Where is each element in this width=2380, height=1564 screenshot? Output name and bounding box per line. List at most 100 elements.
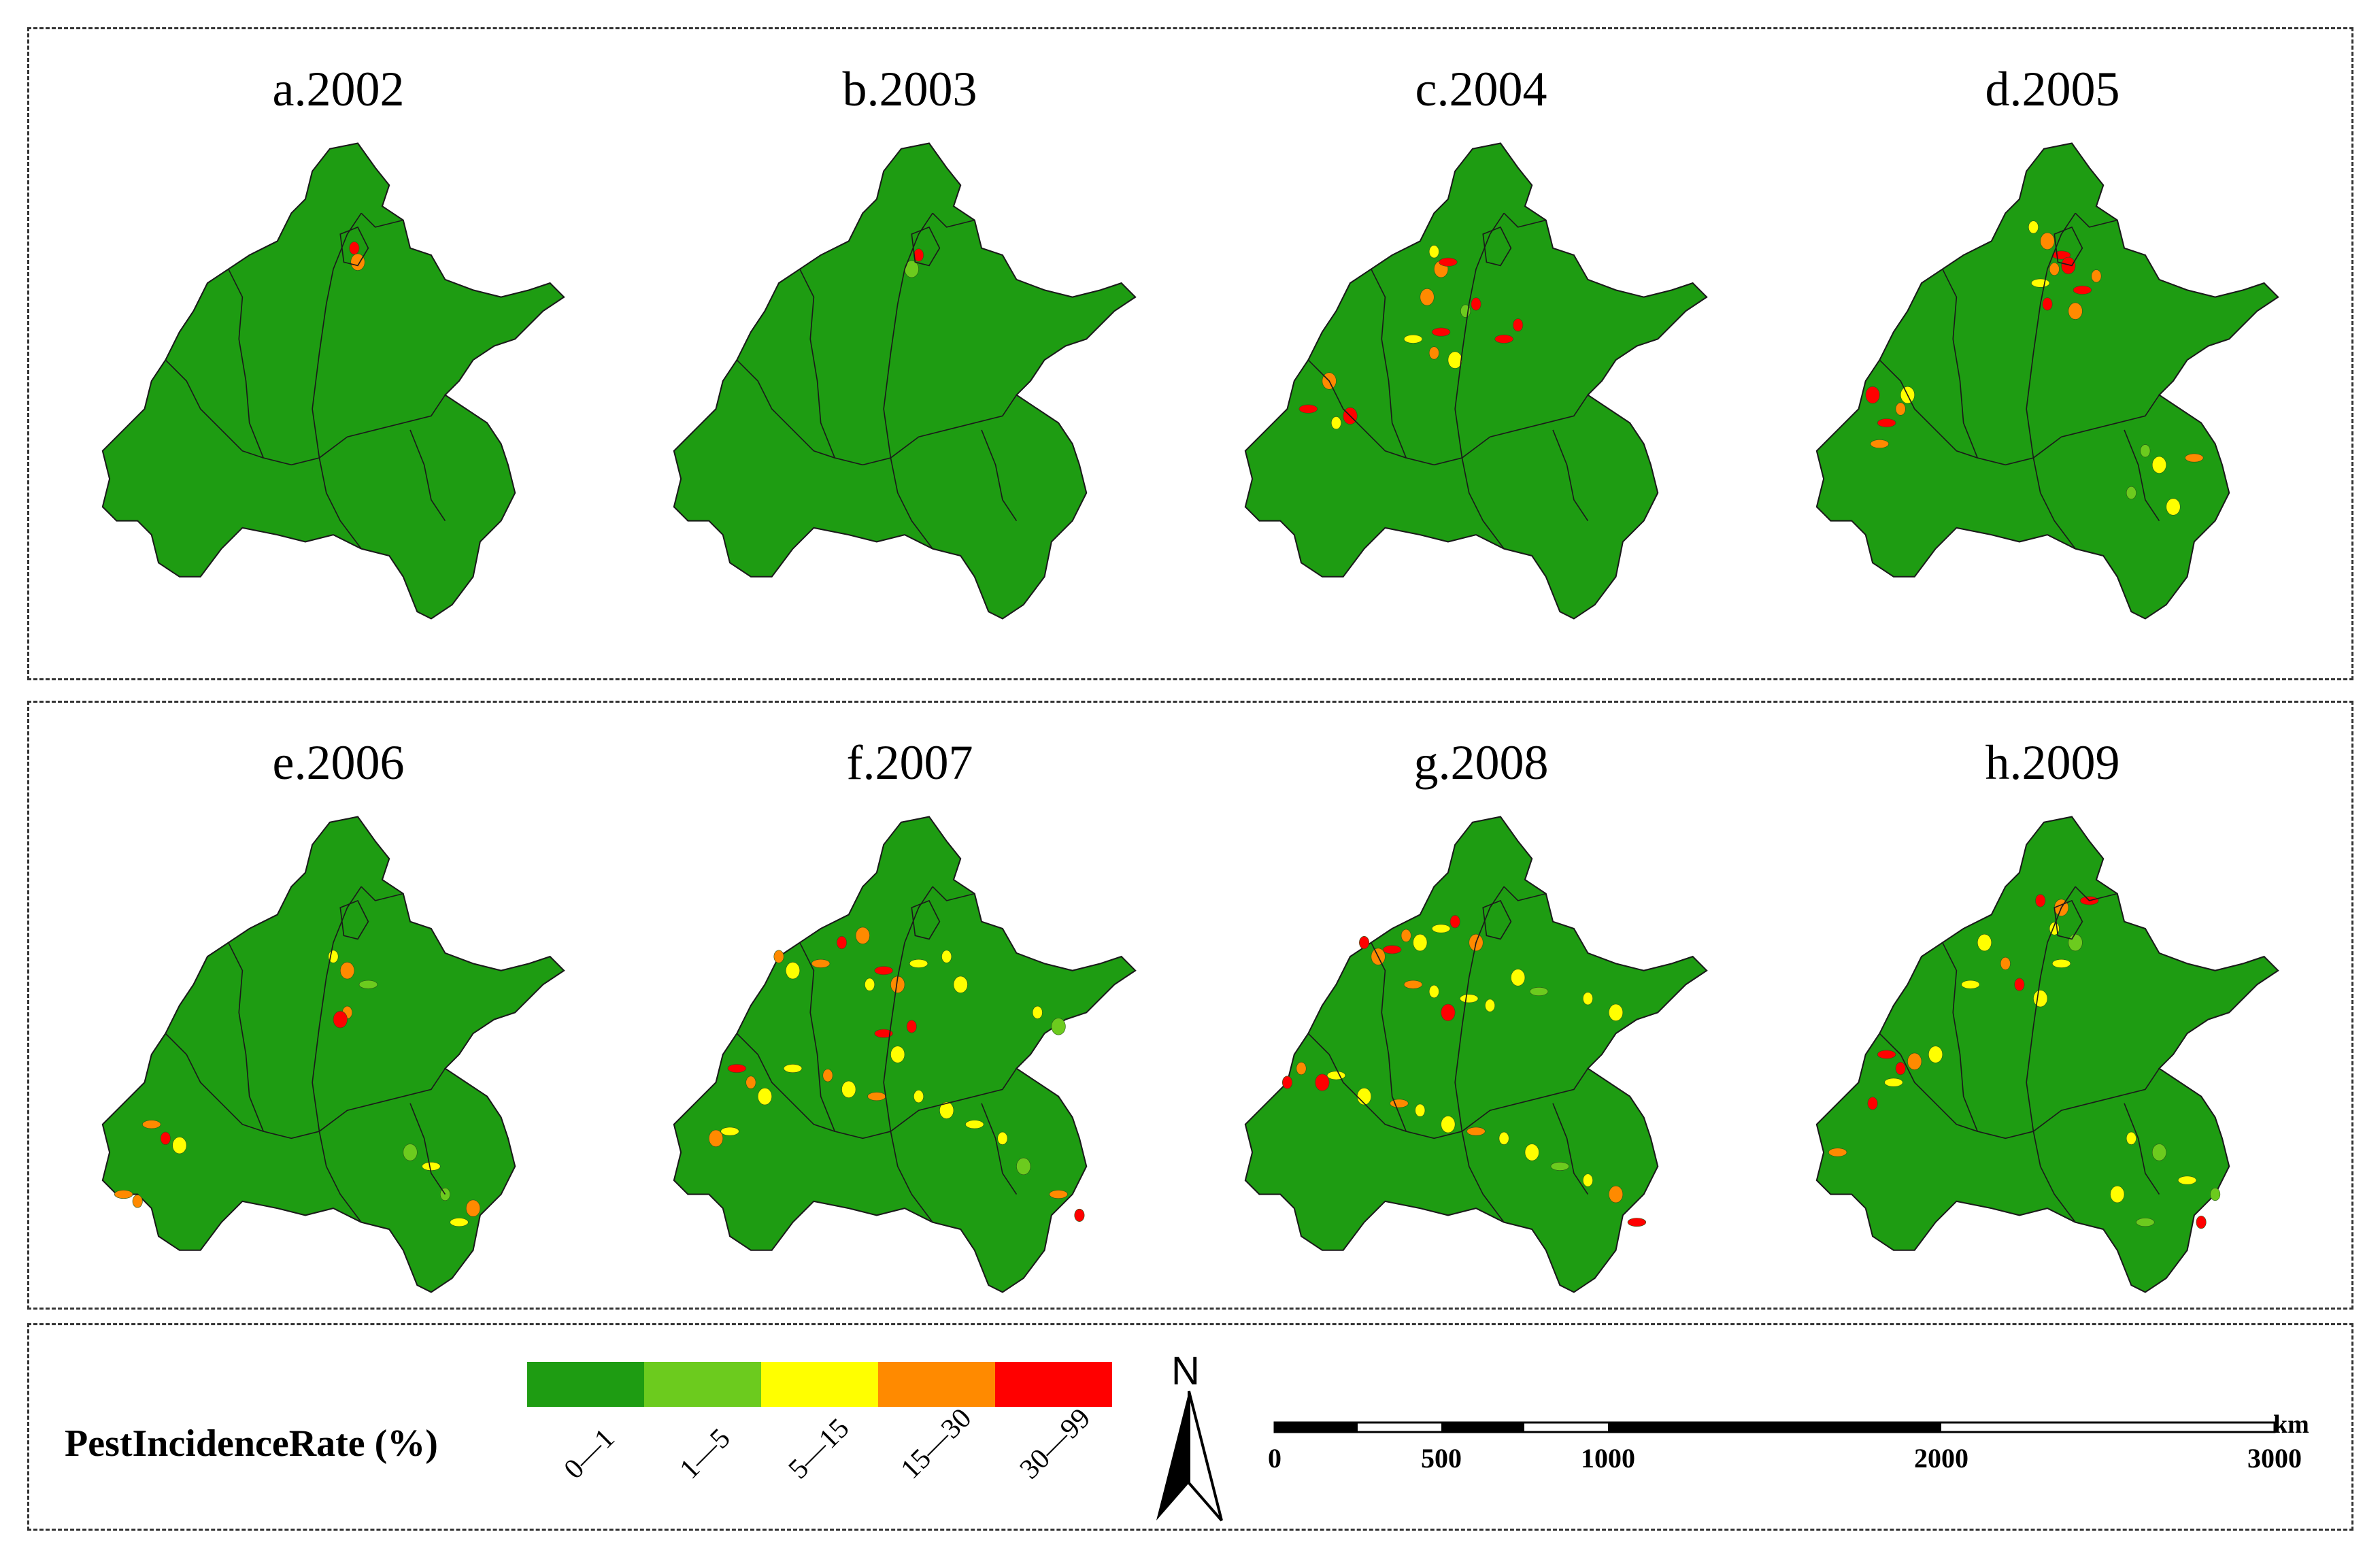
incidence-patch bbox=[874, 966, 893, 976]
incidence-patch bbox=[1356, 1088, 1372, 1105]
province-boundary bbox=[318, 395, 446, 459]
incidence-patch bbox=[358, 980, 378, 989]
province-boundary bbox=[361, 886, 403, 901]
incidence-patch bbox=[708, 1129, 724, 1147]
incidence-patch bbox=[1447, 351, 1462, 369]
incidence-patch bbox=[1449, 915, 1460, 929]
province-boundary bbox=[2124, 429, 2160, 522]
province-boundary bbox=[911, 226, 941, 267]
incidence-patch bbox=[2031, 278, 2050, 288]
incidence-patch bbox=[953, 976, 968, 993]
incidence-patch bbox=[2028, 220, 2039, 234]
incidence-patch bbox=[836, 935, 848, 950]
province-boundary bbox=[409, 429, 446, 522]
province-boundary bbox=[1307, 359, 1407, 459]
province-boundary bbox=[2054, 899, 2083, 940]
incidence-patch bbox=[1513, 318, 1524, 332]
incidence-patch bbox=[1296, 1061, 1307, 1076]
incidence-patch bbox=[1828, 1148, 1847, 1157]
incidence-patch bbox=[333, 1010, 348, 1029]
incidence-patch bbox=[1895, 1061, 1906, 1076]
map-panel-2008: g.2008 bbox=[1190, 738, 1772, 1323]
map-title: e.2006 bbox=[272, 735, 405, 790]
map-panel-2003: b.2003 bbox=[619, 65, 1201, 650]
province-boundary bbox=[2032, 1068, 2160, 1132]
province-boundary bbox=[1371, 942, 1462, 1139]
incidence-patch bbox=[727, 1064, 747, 1074]
province-boundary bbox=[736, 1033, 835, 1132]
scale-bar bbox=[1273, 1421, 2276, 1433]
incidence-patch bbox=[1460, 994, 1479, 1003]
incidence-patch bbox=[1420, 288, 1435, 306]
incidence-patch bbox=[2035, 894, 2046, 908]
legend-title: PestIncidenceRate (%) bbox=[65, 1422, 438, 1465]
incidence-patch bbox=[2166, 498, 2181, 516]
incidence-patch bbox=[2110, 1185, 2125, 1203]
incidence-patch bbox=[1627, 1218, 1647, 1227]
incidence-patch bbox=[2042, 297, 2053, 311]
incidence-patch bbox=[1051, 1018, 1066, 1035]
province-boundary bbox=[2026, 212, 2076, 459]
incidence-patch bbox=[1441, 1003, 1456, 1021]
map-panel-2006: e.2006 bbox=[48, 738, 629, 1323]
province-boundary bbox=[2124, 1103, 2160, 1195]
incidence-patch bbox=[783, 1064, 803, 1074]
incidence-patch bbox=[1608, 1003, 1624, 1021]
incidence-patch bbox=[2126, 486, 2136, 500]
region-outline bbox=[1244, 816, 1708, 1293]
region-outline bbox=[1815, 816, 2279, 1293]
incidence-patch bbox=[1428, 984, 1439, 999]
incidence-patch bbox=[2126, 1131, 2136, 1145]
province-boundary bbox=[318, 1068, 446, 1132]
incidence-patch bbox=[2000, 956, 2011, 970]
province-boundary bbox=[1942, 942, 2034, 1139]
north-arrow-icon bbox=[1156, 1391, 1223, 1522]
region-map bbox=[101, 142, 565, 620]
province-boundary bbox=[2032, 1131, 2076, 1223]
incidence-patch bbox=[939, 1101, 954, 1119]
province-boundary bbox=[736, 359, 835, 459]
incidence-patch bbox=[1428, 245, 1439, 259]
incidence-patch bbox=[450, 1218, 469, 1227]
incidence-patch bbox=[1390, 1099, 1409, 1108]
incidence-patch bbox=[2185, 453, 2204, 463]
incidence-patch bbox=[2196, 1216, 2207, 1229]
incidence-patch bbox=[142, 1120, 161, 1129]
province-boundary bbox=[228, 942, 320, 1139]
incidence-patch bbox=[906, 1020, 917, 1033]
incidence-patch bbox=[1403, 334, 1423, 344]
province-boundary bbox=[890, 1068, 1018, 1132]
province-boundary bbox=[339, 899, 369, 940]
map-title: h.2009 bbox=[1985, 735, 2120, 790]
province-boundary bbox=[1482, 226, 1512, 267]
province-boundary bbox=[312, 886, 362, 1132]
incidence-patch bbox=[997, 1131, 1008, 1145]
incidence-patch bbox=[941, 950, 952, 963]
province-boundary bbox=[2032, 457, 2076, 550]
region-outline bbox=[673, 142, 1137, 620]
region-map bbox=[673, 142, 1137, 620]
top-row-frame bbox=[27, 27, 2353, 680]
incidence-patch bbox=[1016, 1157, 1031, 1176]
province-boundary bbox=[1461, 457, 1505, 550]
province-boundary bbox=[318, 457, 362, 550]
incidence-patch bbox=[2177, 1176, 2197, 1185]
province-boundary bbox=[1461, 395, 1589, 459]
province-boundary bbox=[890, 395, 1018, 459]
province-boundary bbox=[339, 226, 369, 267]
province-boundary bbox=[890, 1131, 933, 1223]
incidence-patch bbox=[2091, 269, 2102, 283]
map-panel-2007: f.2007 bbox=[619, 738, 1201, 1323]
region-outline bbox=[1244, 142, 1708, 620]
incidence-patch bbox=[160, 1131, 171, 1145]
map-panel-2009: h.2009 bbox=[1762, 738, 2343, 1323]
incidence-patch bbox=[1049, 1190, 1068, 1199]
middle-row-frame bbox=[27, 701, 2353, 1310]
province-boundary bbox=[1461, 1068, 1589, 1132]
province-boundary bbox=[799, 942, 891, 1139]
incidence-patch bbox=[1413, 933, 1428, 952]
map-panel-2005: d.2005 bbox=[1762, 65, 2343, 650]
province-boundary bbox=[1461, 1131, 1505, 1223]
incidence-patch bbox=[1524, 1144, 1539, 1161]
incidence-patch bbox=[1867, 1097, 1878, 1110]
